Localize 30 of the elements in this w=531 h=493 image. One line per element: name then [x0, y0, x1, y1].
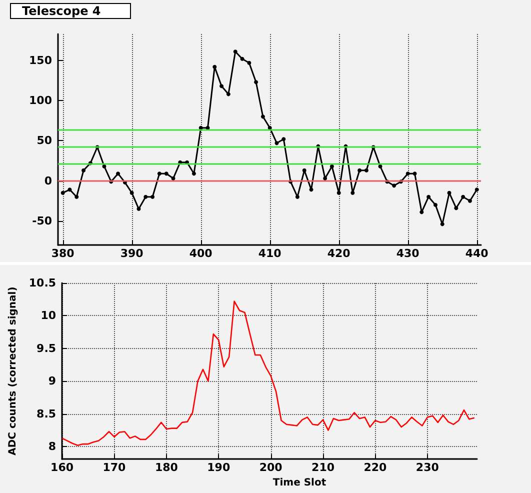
y-tick-label: 10 [40, 309, 56, 322]
x-axis-title: Time Slot [272, 478, 326, 488]
x-tick-label: 180 [154, 461, 178, 474]
x-tick-label: 420 [327, 247, 351, 260]
y-tick-label: 0 [44, 174, 52, 188]
x-tick-label: 400 [189, 247, 213, 260]
x-tick-label: 220 [364, 461, 388, 474]
y-tick-label: -50 [32, 214, 52, 228]
line-series [61, 300, 476, 446]
y-tick-label: 8 [48, 440, 56, 454]
x-tick-label: 230 [416, 461, 440, 474]
x-tick-label: 160 [50, 461, 74, 474]
x-tick-label: 210 [312, 461, 335, 474]
y-tick-label: 150 [29, 54, 52, 67]
x-tick-label: 200 [259, 461, 283, 474]
x-tick-label: 440 [465, 247, 489, 260]
x-tick-label: 410 [258, 247, 282, 260]
x-tick-label: 170 [102, 461, 126, 474]
y-tick-label: 50 [36, 134, 52, 148]
x-tick-label: 430 [396, 247, 420, 260]
x-tick-label: 380 [51, 247, 75, 260]
x-tick-label: 190 [207, 461, 230, 474]
y-tick-label: 9 [48, 374, 56, 388]
x-tick-label: 390 [120, 247, 144, 260]
y-tick-label: 9.5 [36, 342, 56, 355]
y-axis-title: ADC counts (corrected signal) [8, 286, 18, 456]
y-tick-label: 100 [29, 94, 52, 108]
y-tick-label: 10.5 [28, 276, 56, 290]
y-tick-label: 8.5 [36, 407, 56, 420]
chart-title: Telescope 4 [22, 4, 101, 18]
